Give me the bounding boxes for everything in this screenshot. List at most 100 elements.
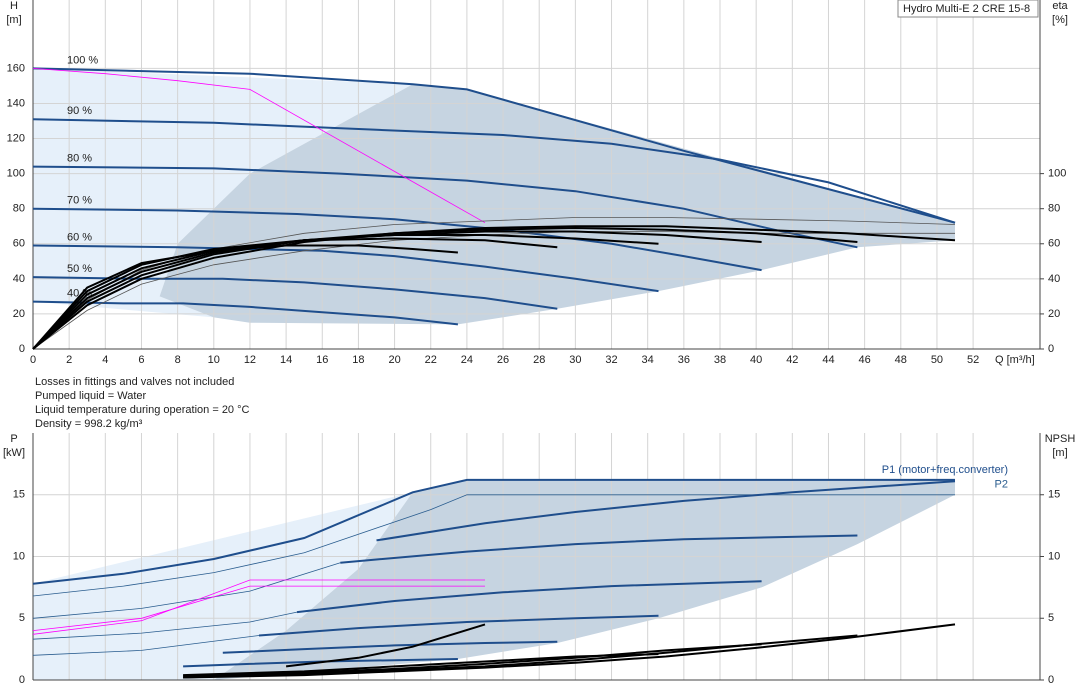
y2-tick-label: 20 — [1048, 308, 1060, 320]
note: Liquid temperature during operation = 20… — [35, 404, 250, 416]
curve — [222, 640, 558, 654]
y2-tick-label: 0 — [1048, 343, 1054, 355]
x-tick-label: 10 — [208, 354, 220, 366]
operating-region — [213, 479, 956, 680]
x-tick-label: 28 — [533, 354, 545, 366]
y-tick-label: 0 — [19, 343, 25, 355]
y-tick-label: 60 — [13, 238, 25, 250]
y2-axis-label: eta — [1052, 0, 1068, 12]
x-tick-label: 18 — [352, 354, 364, 366]
curve — [32, 478, 955, 585]
x-tick-label: 34 — [642, 354, 654, 366]
y-tick-label: 15 — [13, 489, 25, 501]
curve — [32, 562, 341, 619]
x-tick-label: 12 — [244, 354, 256, 366]
note: Pumped liquid = Water — [35, 390, 147, 402]
curve — [32, 118, 956, 224]
curve — [32, 237, 558, 350]
curve — [376, 480, 956, 542]
y2-axis-label: [%] — [1052, 14, 1068, 26]
curve-label: 50 % — [67, 263, 92, 275]
x-tick-label: 22 — [425, 354, 437, 366]
curve — [32, 207, 762, 272]
curve — [32, 300, 459, 326]
curve — [32, 217, 956, 350]
y2-tick-label: 100 — [1048, 168, 1066, 180]
curve-label: 70 % — [67, 195, 92, 207]
y-tick-label: 80 — [13, 203, 25, 215]
curve — [258, 614, 659, 637]
x-tick-label: 44 — [822, 354, 834, 366]
y2-axis-label: [m] — [1052, 447, 1067, 459]
y2-tick-label: 80 — [1048, 203, 1060, 215]
y-tick-label: 10 — [13, 550, 25, 562]
x-tick-label: 52 — [967, 354, 979, 366]
y-tick-label: 140 — [7, 97, 25, 109]
y2-tick-label: 60 — [1048, 238, 1060, 250]
y-axis-label: P — [10, 433, 17, 445]
x-tick-label: 50 — [931, 354, 943, 366]
x-tick-label: 42 — [786, 354, 798, 366]
x-tick-label: 2 — [66, 354, 72, 366]
operating-region — [33, 492, 413, 680]
y-tick-label: 5 — [19, 612, 25, 624]
note: Losses in fittings and valves not includ… — [35, 376, 234, 388]
curve — [285, 623, 486, 668]
curve-label: P1 (motor+freq.converter) — [882, 464, 1008, 476]
curve — [32, 244, 659, 293]
curve — [32, 494, 955, 597]
curve — [32, 585, 485, 631]
y2-tick-label: 10 — [1048, 550, 1060, 562]
y-axis-label: [m] — [6, 14, 21, 26]
x-tick-label: 38 — [714, 354, 726, 366]
chart-title: Hydro Multi-E 2 CRE 15-8 — [903, 3, 1030, 15]
x-tick-label: 6 — [138, 354, 144, 366]
x-tick-label: 32 — [605, 354, 617, 366]
x-tick-label: 16 — [316, 354, 328, 366]
x-tick-label: 4 — [102, 354, 108, 366]
y-tick-label: 40 — [13, 273, 25, 285]
curve — [32, 244, 458, 350]
y-tick-label: 100 — [7, 168, 25, 180]
curve — [32, 231, 955, 350]
curve-label: 60 % — [67, 231, 92, 243]
y2-tick-label: 40 — [1048, 273, 1060, 285]
curve — [340, 534, 858, 564]
curve — [183, 623, 956, 679]
x-tick-label: 48 — [895, 354, 907, 366]
curve-label: 80 % — [67, 153, 92, 165]
curve — [296, 580, 762, 614]
x-tick-label: 26 — [497, 354, 509, 366]
curve — [32, 226, 858, 350]
y-tick-label: 160 — [7, 62, 25, 74]
curve — [183, 643, 762, 678]
x-tick-label: 20 — [388, 354, 400, 366]
operating-region — [33, 68, 413, 318]
curve-label: P2 — [995, 479, 1008, 491]
y-tick-label: 0 — [19, 674, 25, 686]
curve-label: 100 % — [67, 54, 98, 66]
x-tick-label: 46 — [859, 354, 871, 366]
curve — [32, 165, 858, 249]
x-axis-label: Q [m³/h] — [995, 354, 1035, 366]
y2-tick-label: 15 — [1048, 489, 1060, 501]
curve — [32, 611, 298, 640]
x-tick-label: 30 — [569, 354, 581, 366]
y-axis-label: [kW] — [3, 447, 25, 459]
y2-axis-label: NPSH — [1045, 433, 1076, 445]
note: Density = 998.2 kg/m³ — [35, 418, 143, 430]
x-tick-label: 36 — [678, 354, 690, 366]
x-tick-label: 8 — [175, 354, 181, 366]
y2-tick-label: 5 — [1048, 612, 1054, 624]
y-tick-label: 20 — [13, 308, 25, 320]
x-tick-label: 14 — [280, 354, 292, 366]
curve-label: 90 % — [67, 105, 92, 117]
y-axis-label: H — [10, 0, 18, 12]
y2-tick-label: 0 — [1048, 674, 1054, 686]
curve — [32, 635, 260, 656]
curve — [32, 67, 956, 224]
curve — [32, 68, 486, 224]
x-tick-label: 40 — [750, 354, 762, 366]
x-tick-label: 24 — [461, 354, 473, 366]
curve — [183, 653, 659, 677]
